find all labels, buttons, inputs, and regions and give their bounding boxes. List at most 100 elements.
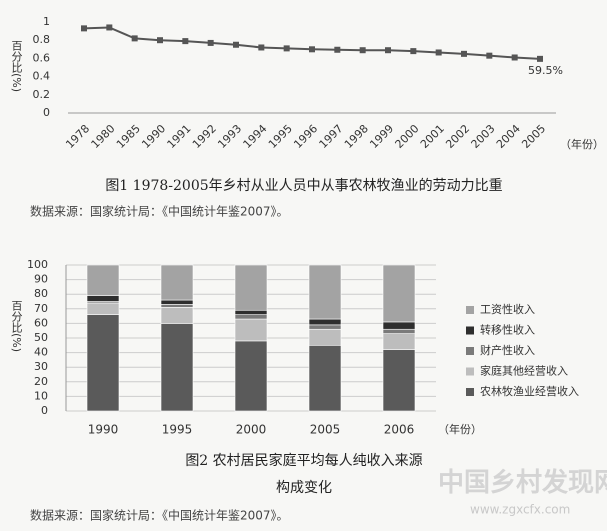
point [309,46,315,53]
legend-swatch [466,388,474,396]
source: 数据来源：国家统计局：《中国统计年鉴2007》。 [30,204,289,219]
x-tick-label: 1995 [266,122,295,151]
point [157,37,163,44]
y-tick-label: 0.8 [33,33,51,46]
bar-segment [382,328,416,334]
y-tick-label: 0.6 [33,51,51,64]
x-tick-label: 1980 [89,122,118,151]
bar-segment [86,295,120,302]
legend-label: 财产性收入 [480,343,535,357]
y-tick-label: 10 [34,389,48,402]
point [106,24,113,31]
y-tick-label: 0.4 [33,70,51,83]
x-tick-label: 1992 [190,122,219,151]
x-tick-label: 1997 [317,122,346,151]
y-axis-label: 百分比(%) [10,40,23,92]
watermark: 中国乡村发现网 [438,467,607,498]
x-tick-label: 1995 [162,423,193,437]
x-tick-label: 1996 [291,122,320,151]
x-tick-label: 2001 [418,122,447,151]
watermark-url: www.zgxcfx.com [470,503,570,517]
y-tick-label: 0 [41,404,48,417]
bar-segment [308,318,342,326]
bar-segment [160,299,194,305]
legend-label: 工资性收入 [480,302,535,316]
x-tick-label: 2005 [519,122,548,151]
y-tick-label: 0 [43,106,50,119]
x-tick-label: 2003 [469,122,498,151]
annotation: 59.5% [528,64,563,77]
point [131,35,138,42]
bar-segment [308,344,342,412]
bar-segment [382,349,416,412]
bar-segment [234,264,268,311]
x-tick-label: 1978 [63,122,92,151]
source: 数据来源：国家统计局：《中国统计年鉴2007》。 [30,508,289,523]
point [334,46,341,53]
line [83,26,541,60]
bar-segment [86,314,120,412]
legend-swatch [466,347,474,355]
caption: 图2 农村居民家庭平均每人纯收入来源 [185,452,422,469]
y-tick-label: 40 [34,346,48,359]
y-tick-label: 100 [27,258,48,271]
point [207,39,214,46]
y-tick-label: 0.2 [33,88,51,101]
x-tick-label: 1985 [114,122,143,151]
bar-segment [234,314,268,320]
bar-segment [86,264,120,296]
x-tick-label: 2006 [384,423,415,437]
bar-segment [234,318,268,342]
caption: 构成变化 [276,480,332,496]
bar-segment [160,264,194,301]
bar-segment [234,309,268,315]
bar-segment [382,333,416,350]
legend-label: 农林牧渔业经营收入 [480,384,579,398]
bar-segment [234,340,268,412]
bar-segment [308,324,342,330]
y-tick-label: 1 [43,15,50,28]
y-tick-label: 50 [34,331,48,344]
point [461,50,467,57]
point [359,47,366,54]
x-tick-label: 2000 [393,122,422,151]
legend-swatch [466,326,474,335]
point [233,41,239,48]
x-tick-label: 1998 [342,122,371,151]
y-tick-label: 70 [34,302,48,315]
bar-segment [308,328,342,346]
y-axis-label: 百分比(%) [10,300,23,352]
caption: 图1 1978-2005年乡村从业人员中从事农林牧渔业的劳动力比重 [105,178,502,194]
y-tick-label: 30 [34,360,48,373]
x-unit: （年份） [560,137,604,151]
point [537,55,543,62]
x-tick-label: 1990 [88,423,119,437]
x-tick-label: 1999 [367,122,396,151]
bar-segment [160,307,194,324]
x-tick-label: 1991 [165,122,194,151]
point [385,47,391,54]
bar-segment [160,304,194,308]
point [283,45,290,52]
x-tick-label: 1990 [139,122,168,151]
x-tick-label: 1993 [215,122,244,151]
y-tick-label: 80 [34,287,48,300]
x-unit: （年份） [438,422,482,436]
point [81,25,87,32]
x-tick-label: 2004 [494,122,523,151]
legend-swatch [466,367,474,376]
x-tick-label: 2000 [236,423,267,437]
legend-label: 家庭其他经营收入 [480,364,568,378]
x-tick-label: 1994 [241,122,270,151]
bar-segment [382,321,416,330]
point [435,49,442,56]
bar-segment [86,302,120,315]
x-tick-label: 2005 [310,423,341,437]
point [511,54,518,61]
point [410,48,417,55]
point [182,38,189,45]
y-tick-label: 20 [34,375,48,388]
legend-label: 转移性收入 [480,323,535,337]
bar-segment [382,264,416,323]
